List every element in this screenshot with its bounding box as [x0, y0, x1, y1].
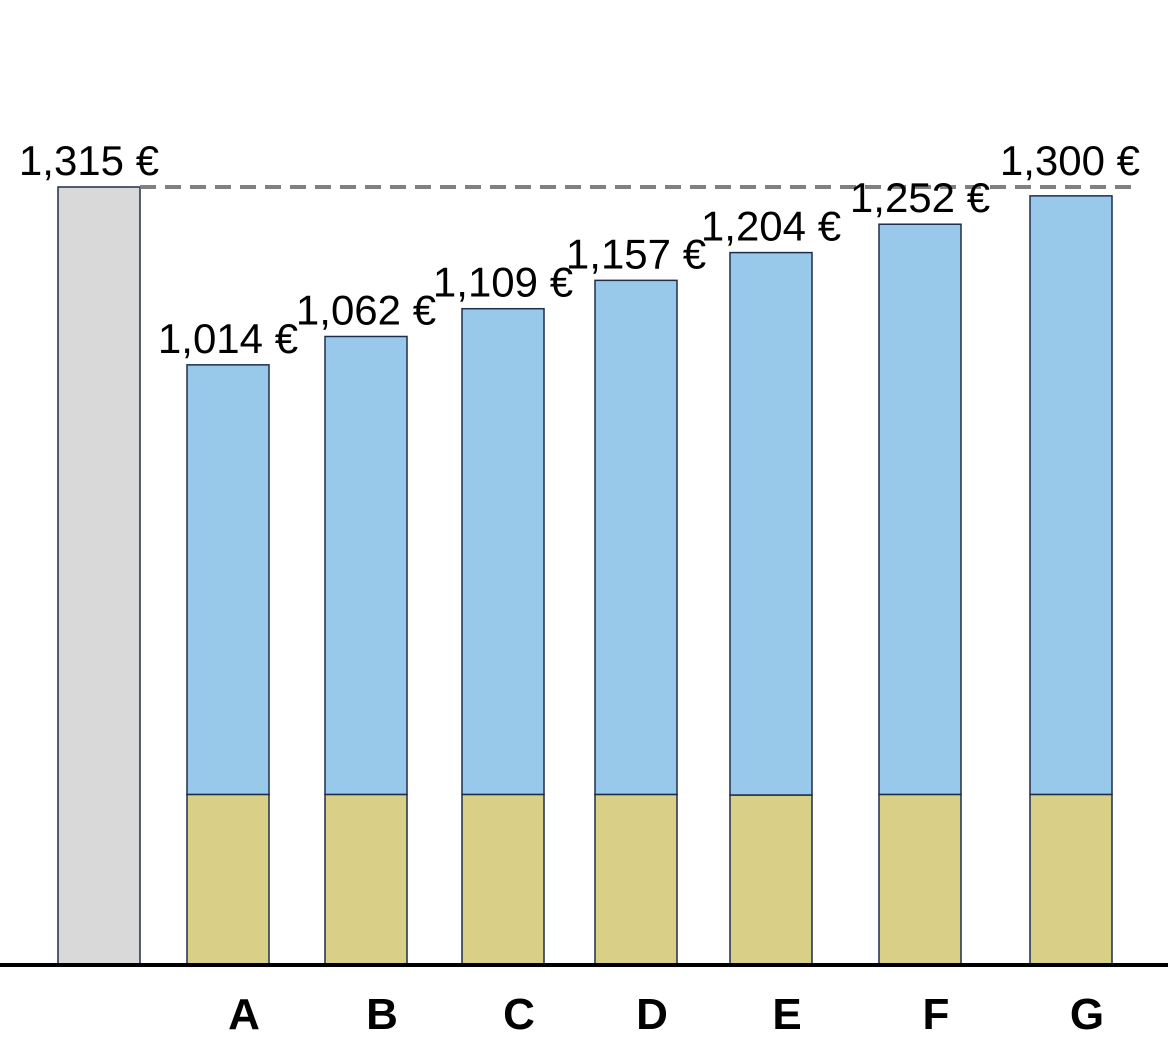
bar-value-label: 1,109 € [433, 259, 573, 306]
reference-line-label: 1,300 € [1000, 137, 1140, 184]
category-label-A: A [228, 990, 260, 1039]
bar-C-segment-0 [461, 793, 545, 965]
bar-B-segment-0 [324, 793, 408, 965]
bar-A-segment-1 [186, 364, 270, 796]
bar-value-label: 1,014 € [158, 315, 298, 362]
bar-F-segment-1 [878, 223, 962, 796]
bar-D-segment-0 [594, 793, 678, 965]
bar-F-segment-0 [878, 793, 962, 965]
bar-B-segment-1 [324, 335, 408, 796]
bar-E-segment-1 [729, 251, 813, 796]
bar-E-segment-0 [729, 794, 813, 965]
category-label-E: E [772, 990, 801, 1039]
bar-G-segment-0 [1029, 793, 1113, 965]
category-label-B: B [366, 990, 398, 1039]
bar-value-label: 1,157 € [566, 230, 706, 277]
category-label-F: F [923, 990, 950, 1039]
category-label-G: G [1070, 990, 1104, 1039]
bar-reference-segment-1 [57, 186, 141, 965]
bar-value-label: 1,252 € [850, 174, 990, 221]
category-label-C: C [503, 990, 535, 1039]
bar-G-segment-1 [1029, 195, 1113, 796]
bar-A-segment-0 [186, 793, 270, 965]
bar-value-label: 1,315 € [19, 137, 159, 184]
bar-D-segment-1 [594, 279, 678, 796]
category-label-D: D [636, 990, 668, 1039]
bar-C-segment-1 [461, 307, 545, 796]
bar-value-label: 1,062 € [296, 286, 436, 333]
bar-value-label: 1,204 € [701, 203, 841, 250]
